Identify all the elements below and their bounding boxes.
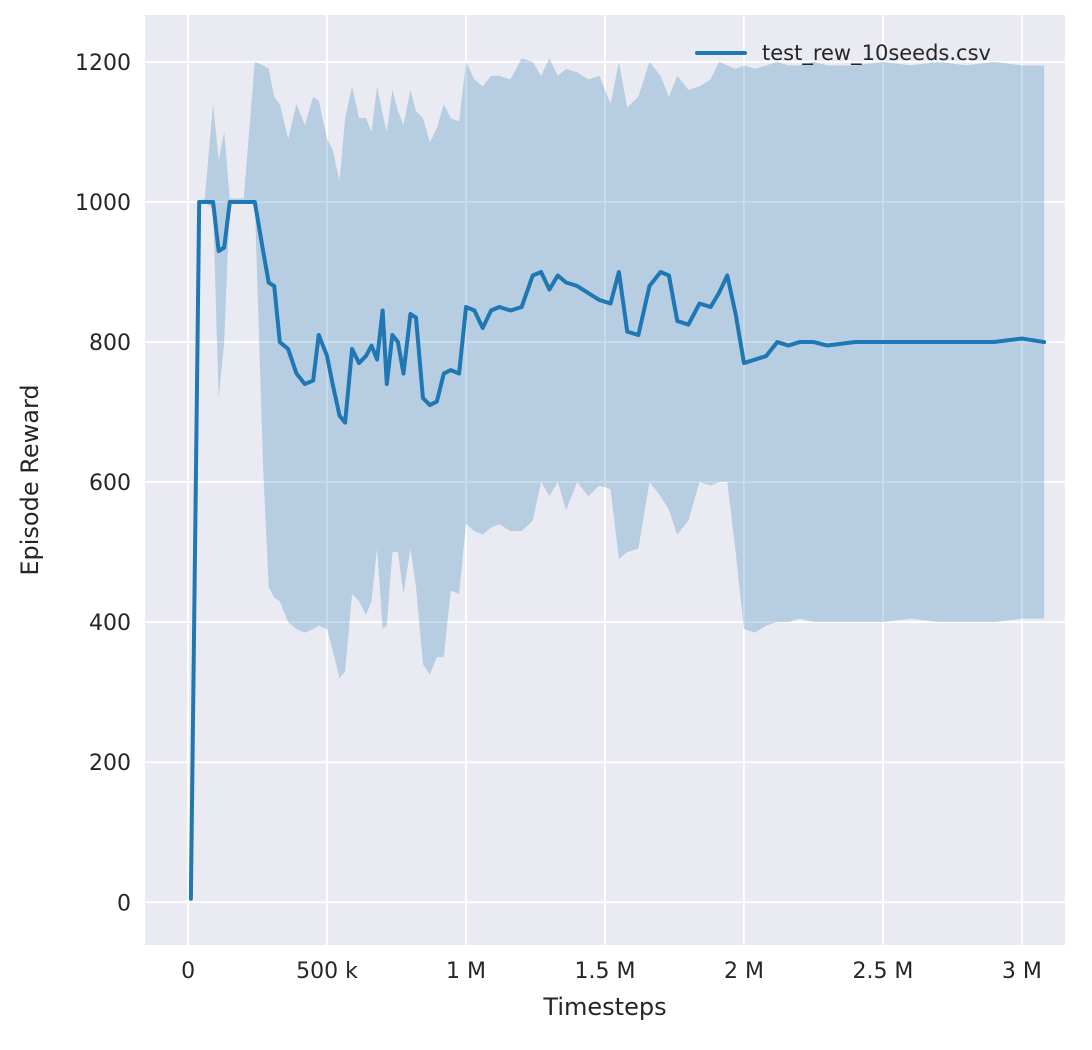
x-tick-label: 1 M bbox=[446, 959, 486, 984]
x-tick-label: 2.5 M bbox=[852, 959, 913, 984]
y-tick-label: 1200 bbox=[75, 51, 131, 76]
x-tick-label: 3 M bbox=[1002, 959, 1042, 984]
x-tick-label: 0 bbox=[181, 959, 195, 984]
legend: test_rew_10seeds.csv bbox=[695, 41, 991, 65]
y-axis-label: Episode Reward bbox=[16, 384, 44, 576]
legend-line-swatch bbox=[695, 51, 747, 55]
y-tick-label: 1000 bbox=[75, 191, 131, 216]
x-axis-label: Timesteps bbox=[543, 993, 667, 1021]
y-tick-label: 0 bbox=[117, 891, 131, 916]
y-tick-label: 400 bbox=[89, 611, 131, 636]
legend-label: test_rew_10seeds.csv bbox=[762, 41, 991, 65]
y-tick-label: 600 bbox=[89, 471, 131, 496]
x-tick-label: 500 k bbox=[296, 959, 358, 984]
x-tick-label: 2 M bbox=[724, 959, 764, 984]
y-tick-label: 800 bbox=[89, 331, 131, 356]
confidence-band bbox=[190, 58, 1045, 899]
y-tick-label: 200 bbox=[89, 751, 131, 776]
x-tick-label: 1.5 M bbox=[575, 959, 636, 984]
mean-line bbox=[188, 199, 1047, 901]
